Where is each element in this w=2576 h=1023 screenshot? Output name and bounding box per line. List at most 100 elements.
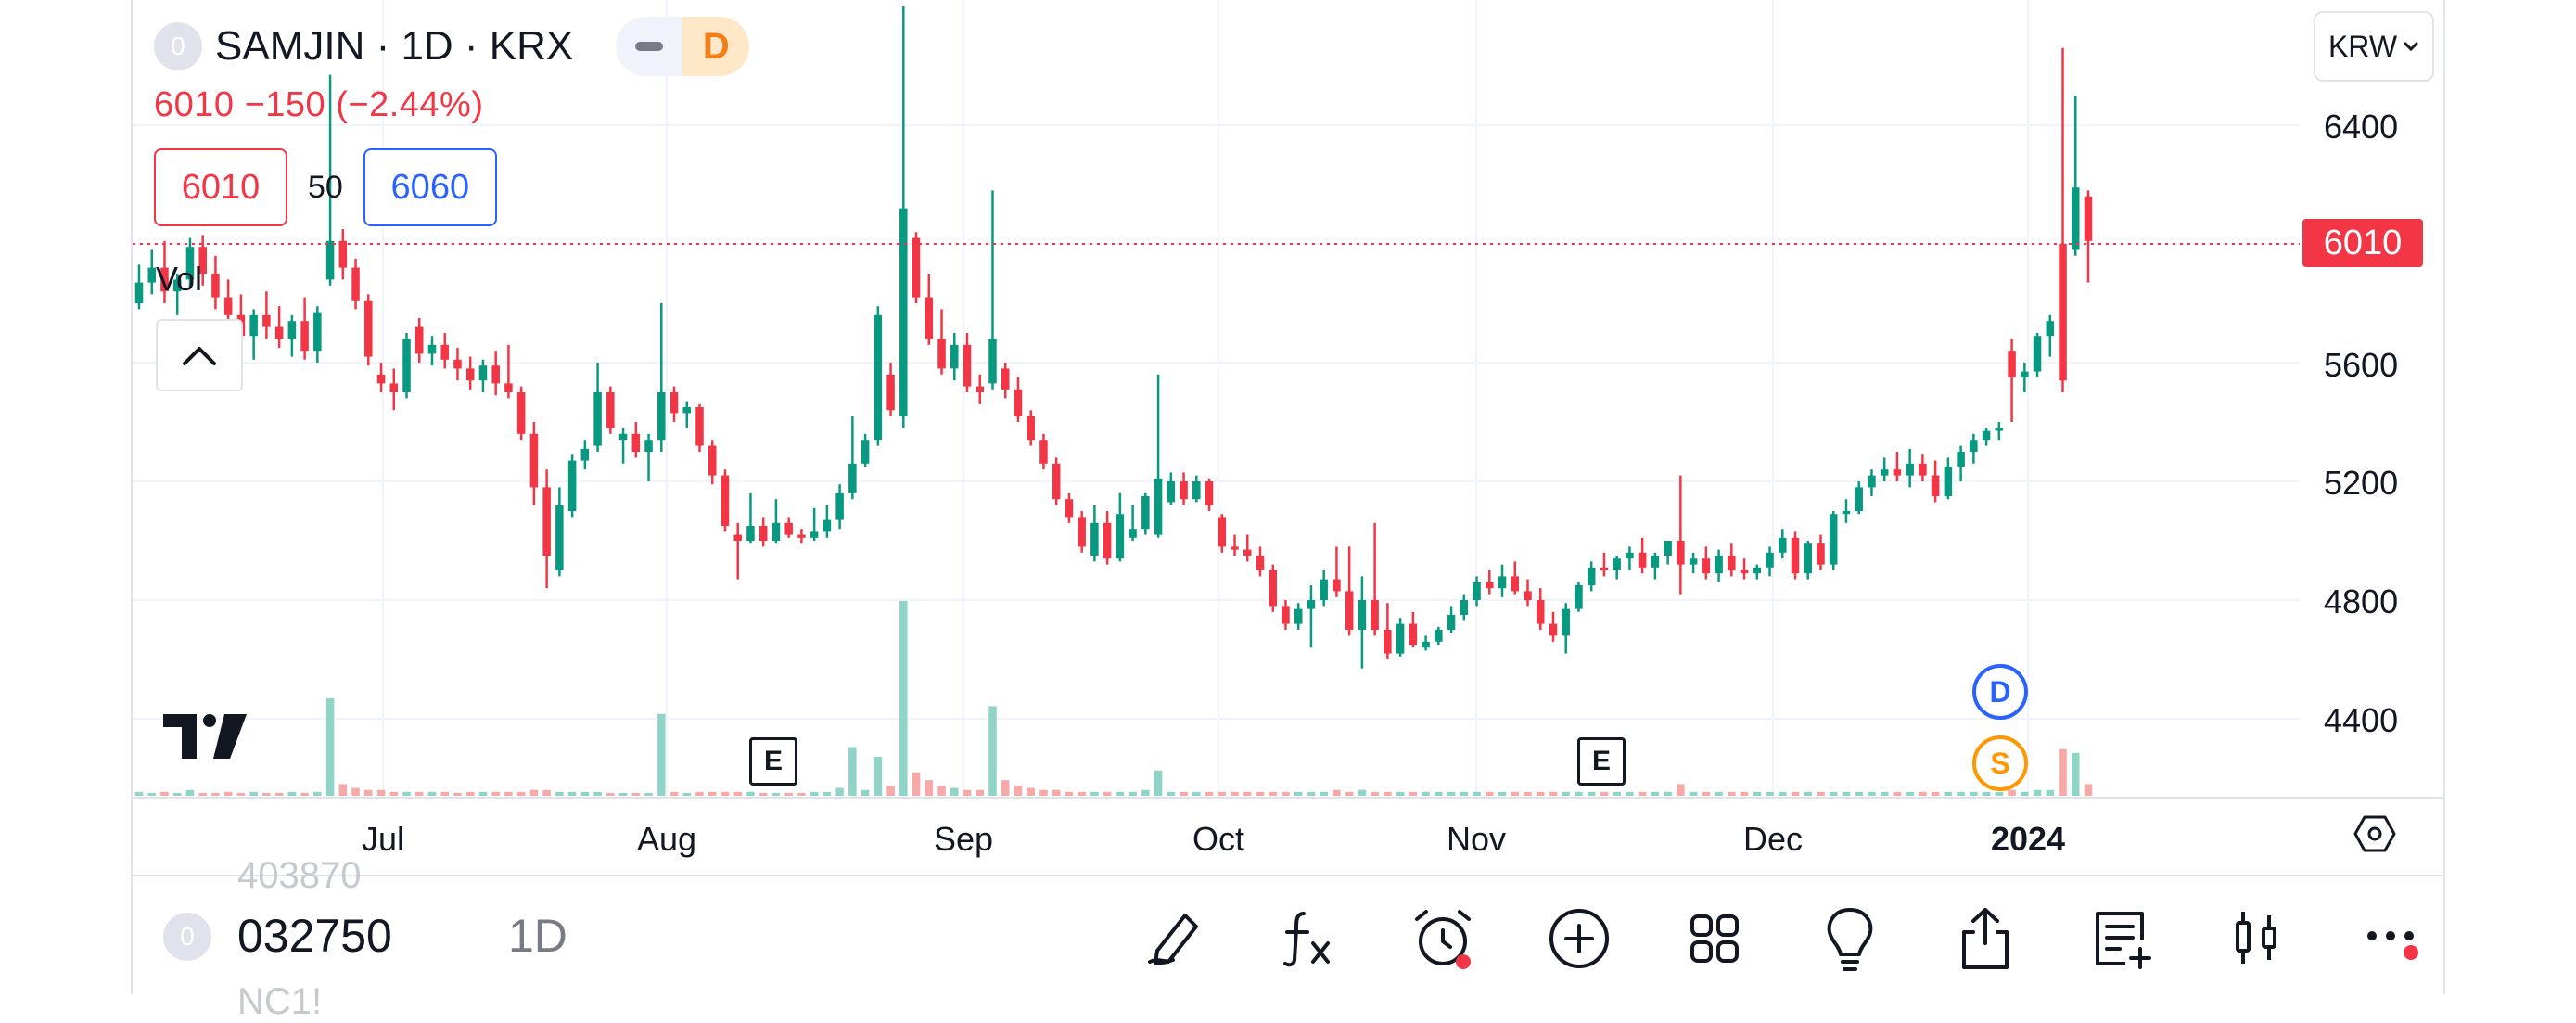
candle-body xyxy=(1154,478,1163,535)
volume-bar xyxy=(937,786,946,796)
candle-body xyxy=(414,326,424,354)
chart-grid xyxy=(133,0,2300,798)
volume-bar xyxy=(1600,791,1609,796)
alert-button[interactable] xyxy=(1409,903,1479,974)
candle-body xyxy=(1116,514,1125,559)
candle-body xyxy=(262,314,271,327)
volume-bar xyxy=(1893,791,1902,796)
candle-body xyxy=(1422,641,1430,648)
volume-bar xyxy=(644,793,653,796)
candle-body xyxy=(1052,463,1061,500)
candle-body xyxy=(440,344,449,360)
volume-bar xyxy=(1919,791,1927,796)
volume-bar xyxy=(287,791,297,796)
collapse-legend-button[interactable] xyxy=(616,17,682,76)
alert-icon xyxy=(1415,910,1471,969)
volume-bar xyxy=(364,789,373,796)
next-symbol[interactable]: NC1! xyxy=(237,981,323,1022)
symbol-search-button[interactable]: 032750 xyxy=(237,910,392,962)
interval-badge[interactable]: D xyxy=(682,17,750,76)
candle-body xyxy=(1039,440,1048,464)
add-button[interactable] xyxy=(1544,903,1614,974)
candle-body xyxy=(1524,591,1532,600)
symbol-legend[interactable]: 0 SAMJIN · 1D · KRX D xyxy=(154,17,750,76)
volume-bar xyxy=(1587,791,1596,796)
candle-body xyxy=(491,365,500,384)
last-price-tag: 6010 xyxy=(2302,219,2423,267)
more-button[interactable] xyxy=(2356,903,2427,974)
draw-button[interactable] xyxy=(1138,903,1208,974)
volume-bar xyxy=(2084,784,2093,796)
layout-icon xyxy=(1690,914,1739,963)
candle-body xyxy=(976,386,985,392)
candle-body xyxy=(682,407,692,414)
indicators-button[interactable] xyxy=(1273,903,1344,974)
candle-body xyxy=(580,448,590,461)
candle-body xyxy=(874,314,883,441)
candle-body xyxy=(351,267,360,301)
volume-bar xyxy=(1651,791,1660,796)
earnings-event-icon[interactable]: E xyxy=(749,737,797,786)
candle-body xyxy=(1435,630,1443,642)
previous-symbol[interactable]: 403870 xyxy=(237,855,362,896)
currency-selector[interactable]: KRW xyxy=(2314,11,2434,82)
candle-body xyxy=(925,297,934,339)
volume-bar xyxy=(236,793,246,796)
candle-body xyxy=(1549,623,1558,636)
split-event-icon[interactable]: S xyxy=(1972,735,2028,791)
volume-bar xyxy=(1167,791,1176,796)
ask-button[interactable]: 6060 xyxy=(363,148,497,226)
volume-bar xyxy=(2046,789,2055,796)
volume-bar xyxy=(465,791,475,796)
volume-bar xyxy=(172,793,182,796)
candle-body xyxy=(1893,469,1902,476)
ideas-button[interactable] xyxy=(1815,903,1885,974)
volume-bar xyxy=(1473,791,1481,796)
candle-body xyxy=(1677,541,1685,565)
share-button[interactable] xyxy=(1950,903,2021,974)
candle-body xyxy=(950,344,959,369)
candle-body xyxy=(516,392,526,434)
candle-body xyxy=(1141,496,1150,530)
candle-body xyxy=(1282,606,1290,624)
chart-type-icon xyxy=(2236,912,2276,964)
chart-type-button[interactable] xyxy=(2221,903,2291,974)
candle-body xyxy=(1396,623,1405,654)
volume-bar xyxy=(2072,752,2080,796)
volume-bar xyxy=(2059,748,2067,796)
y-axis-label: 6400 xyxy=(2324,108,2399,146)
candle-body xyxy=(1829,514,1838,565)
x-axis-label: Oct xyxy=(1192,820,1245,858)
volume-bar xyxy=(988,706,997,796)
layout-button[interactable] xyxy=(1679,903,1750,974)
volume-bar xyxy=(2033,789,2042,796)
collapse-indicators-button[interactable] xyxy=(156,319,243,391)
earnings-event-icon[interactable]: E xyxy=(1577,737,1626,786)
x-axis-label: Nov xyxy=(1446,820,1507,858)
volume-bar xyxy=(1689,791,1698,796)
volume-bar xyxy=(134,791,144,796)
candle-body xyxy=(631,433,641,452)
volume-bar xyxy=(1447,791,1456,796)
bid-button[interactable]: 6010 xyxy=(154,148,287,226)
volume-bar xyxy=(721,791,730,796)
volume-bar xyxy=(1829,791,1838,796)
tradingview-logo-icon[interactable] xyxy=(163,714,252,763)
candle-body xyxy=(835,492,844,520)
volume-bar xyxy=(1931,791,1940,796)
candle-body xyxy=(797,534,806,538)
volume-bar xyxy=(1205,791,1214,796)
interval-button[interactable]: 1D xyxy=(508,910,567,962)
watchlist-button[interactable] xyxy=(2085,903,2156,974)
candle-body xyxy=(1600,567,1609,570)
symbol-title[interactable]: SAMJIN · 1D · KRX xyxy=(215,23,574,69)
candle-body xyxy=(1575,585,1583,609)
interval-pill[interactable]: D xyxy=(616,17,750,76)
chart-settings-icon[interactable] xyxy=(2353,812,2396,860)
volume-bar xyxy=(1129,791,1137,796)
dividend-event-icon[interactable]: D xyxy=(1972,664,2028,720)
volume-bar xyxy=(1103,791,1112,796)
candle-body xyxy=(1664,541,1672,556)
volume-bar xyxy=(440,791,449,796)
